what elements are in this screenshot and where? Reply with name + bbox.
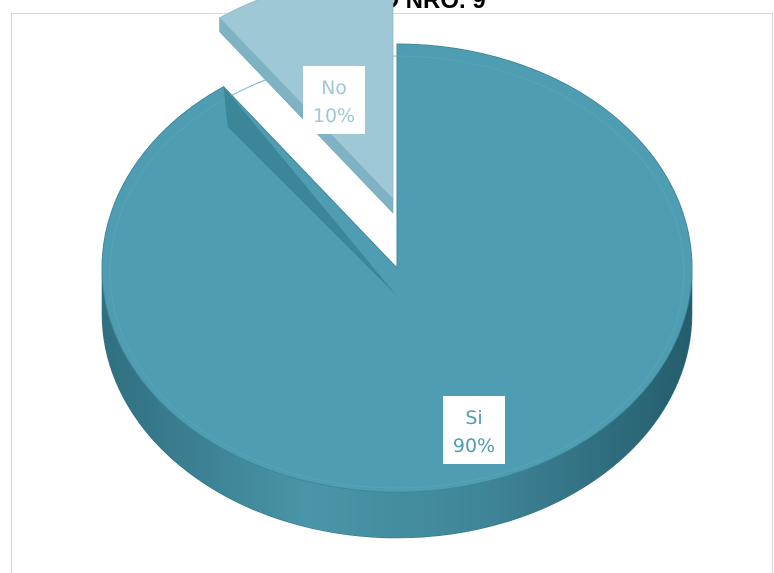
pie-bevel-top [109,55,685,489]
data-label-si: Si 90% [443,396,505,464]
pie-gap-shadow [223,86,397,297]
data-label-no-box [303,66,365,134]
data-label-no: No 10% [303,66,365,134]
data-label-no-category: No [321,77,347,99]
data-label-si-percent: 90% [453,435,495,457]
data-label-si-box [443,396,505,464]
data-label-no-percent: 10% [313,105,355,127]
pie-slice-si-top [101,43,693,493]
data-label-si-category: Si [465,407,482,429]
